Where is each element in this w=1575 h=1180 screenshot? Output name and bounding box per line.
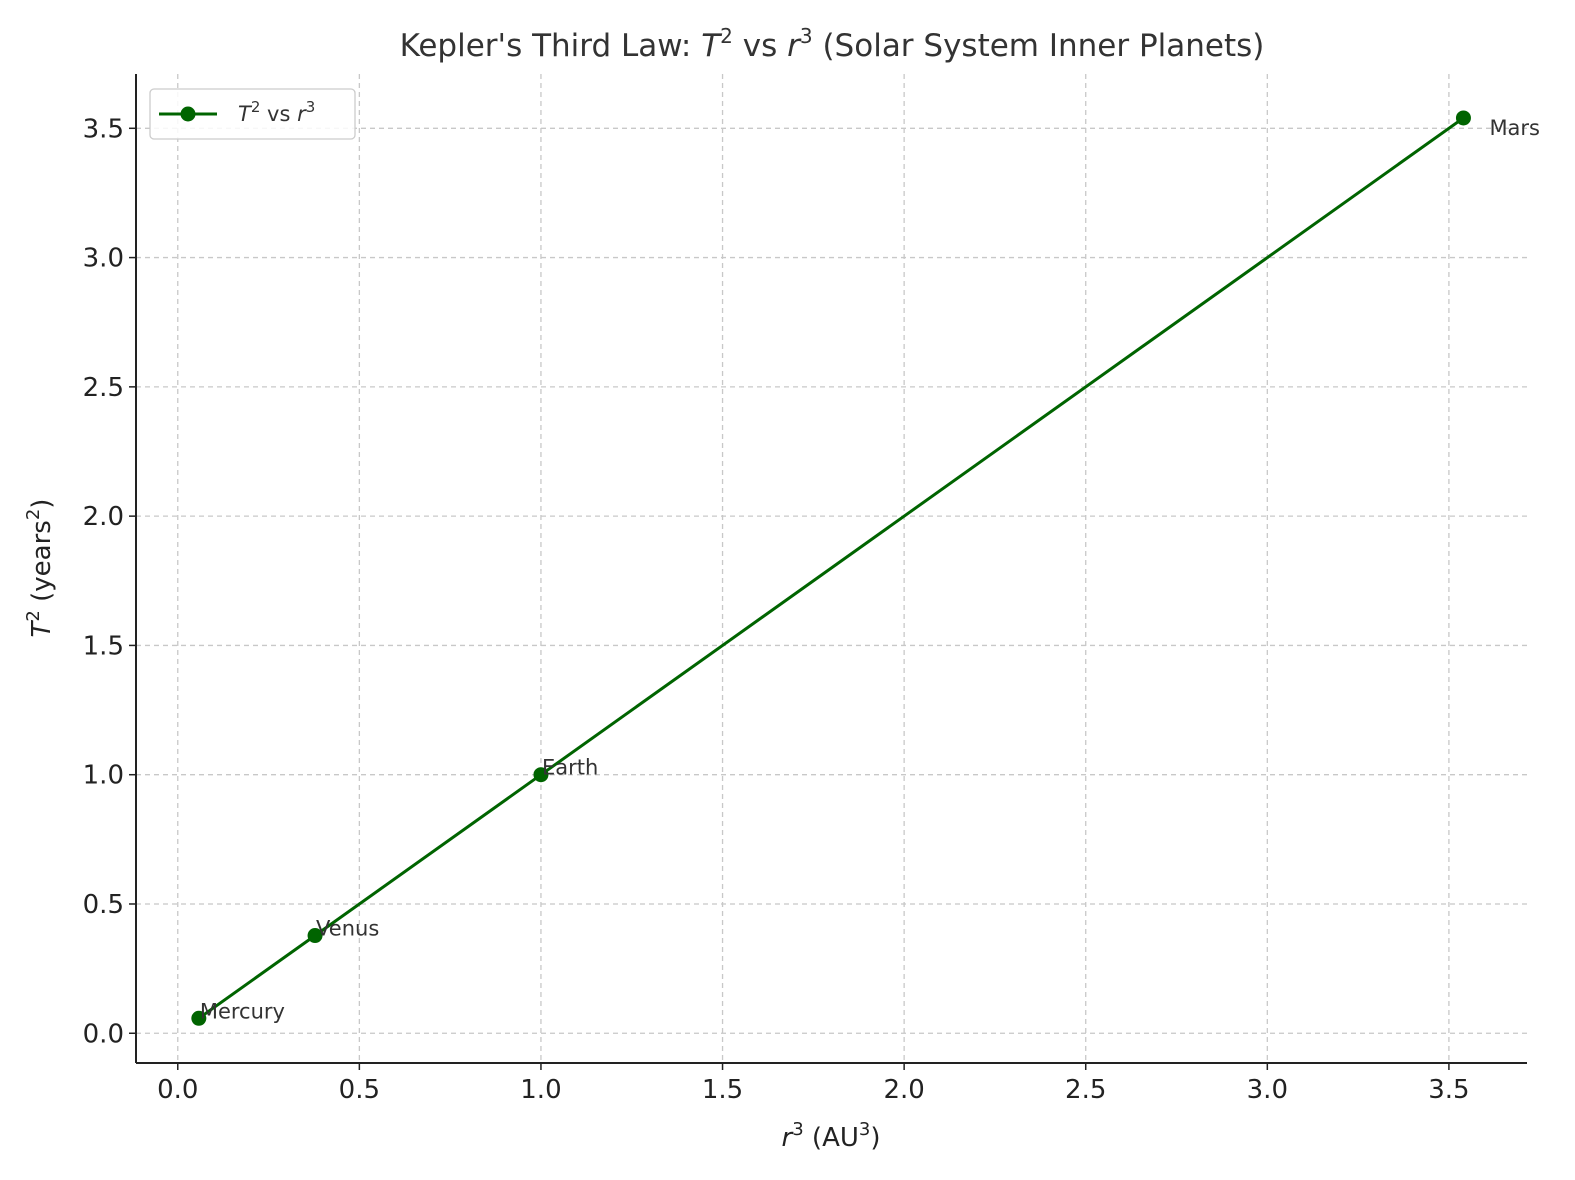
y-tick-label: 3.5 — [83, 114, 124, 144]
x-tick-label: 0.0 — [157, 1075, 198, 1105]
data-point-label: Venus — [316, 917, 379, 941]
series-line — [197, 116, 1465, 1020]
legend-series-label: T2 vs r3 — [238, 98, 315, 126]
data-point — [1455, 110, 1471, 126]
y-tick-label: 2.0 — [83, 502, 124, 532]
data-point — [191, 1010, 207, 1026]
x-tick-label: 2.0 — [883, 1075, 924, 1105]
legend-marker-swatch — [180, 106, 196, 122]
legend-box — [149, 88, 356, 140]
series-layer: Mercury Venus Earth Mars — [191, 110, 1540, 1026]
grid — [136, 74, 1527, 1063]
y-axis-label: T2 (years2) — [23, 499, 57, 638]
ticks: 0.0 0.5 1.0 1.5 2.0 2.5 3.0 3.5 0.0 0.5 1.0 1.5 2.0 2… — [83, 114, 1470, 1105]
legend: T2 vs r3 — [149, 88, 356, 140]
y-tick-label: 3.0 — [83, 244, 124, 274]
data-point-label: Mercury — [200, 999, 285, 1023]
x-tick-label: 2.5 — [1065, 1075, 1106, 1105]
data-point-label: Earth — [542, 756, 598, 780]
y-tick-label: 0.0 — [83, 1019, 124, 1049]
x-axis-label: r3 (AU3) — [782, 1119, 881, 1153]
x-tick-label: 3.0 — [1247, 1075, 1288, 1105]
x-tick-label: 1.0 — [520, 1075, 561, 1105]
y-tick-label: 1.5 — [83, 631, 124, 661]
y-tick-label: 2.5 — [83, 373, 124, 403]
data-point — [533, 767, 549, 783]
data-point-label: Mars — [1489, 116, 1540, 140]
x-tick-label: 0.5 — [339, 1075, 380, 1105]
chart-title: Kepler's Third Law: T2 vs r3 (Solar Syst… — [400, 24, 1265, 64]
data-point — [307, 928, 323, 944]
x-tick-label: 3.5 — [1428, 1075, 1469, 1105]
x-tick-label: 1.5 — [702, 1075, 743, 1105]
y-tick-label: 0.5 — [83, 890, 124, 920]
y-tick-label: 1.0 — [83, 761, 124, 791]
